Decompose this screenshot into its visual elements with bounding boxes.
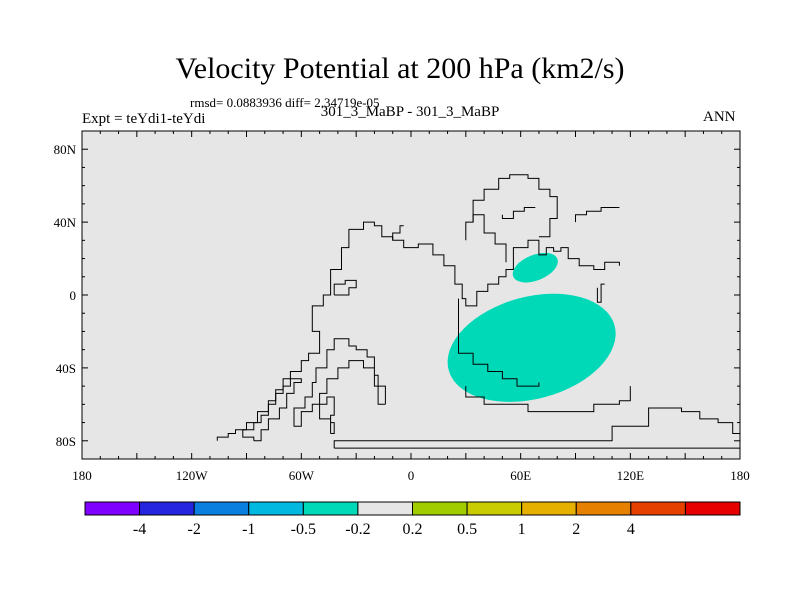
colorbar-label: 1	[518, 521, 526, 538]
coastline	[242, 378, 302, 442]
coastline	[293, 338, 386, 427]
colorbar-swatch	[575, 501, 632, 516]
case-label: 301_3_MaBP - 301_3_MaBP	[320, 104, 500, 120]
y-tick-label: 0	[70, 288, 77, 303]
colorbar-label: 0.5	[457, 521, 477, 538]
colorbar-label: -1	[242, 521, 255, 538]
colorbar-swatch	[139, 501, 195, 516]
colorbar-swatch	[84, 501, 141, 516]
colorbar-swatch	[466, 501, 523, 516]
colorbar-label: 2	[572, 521, 580, 538]
colorbar-swatch	[302, 501, 359, 516]
plot-background	[82, 131, 740, 459]
colorbar-swatch	[193, 501, 250, 516]
coastline	[596, 283, 605, 303]
coastline	[333, 407, 740, 449]
season-label: ANN	[703, 109, 736, 125]
x-tick-label: 120W	[176, 468, 209, 483]
coastline	[575, 207, 620, 223]
experiment-label: Expt = teYdi1-teYdi	[82, 111, 206, 127]
colorbar-label: -4	[133, 521, 146, 538]
coastline	[333, 279, 357, 296]
colorbar-swatch	[248, 501, 304, 516]
y-tick-label: 40S	[56, 361, 76, 376]
coastline	[458, 298, 540, 387]
colorbar-swatch	[521, 501, 577, 516]
colorbar-label: 4	[627, 521, 635, 538]
coastline	[465, 174, 558, 241]
coastline	[472, 214, 507, 263]
colorbar-swatch	[357, 501, 413, 516]
colorbar-swatch	[684, 501, 741, 516]
y-tick-label: 40N	[54, 215, 77, 230]
colorbar-label: 0.2	[403, 521, 423, 538]
colorbar-label: -2	[188, 521, 201, 538]
x-tick-label: 120E	[617, 468, 645, 483]
coastline	[465, 386, 631, 413]
coastline	[319, 396, 335, 434]
colorbar-swatch	[630, 501, 686, 516]
x-tick-label: 0	[408, 468, 415, 483]
colorbar-label: -0.2	[345, 521, 370, 538]
coastline	[392, 225, 404, 241]
x-tick-label: 60E	[510, 468, 531, 483]
x-tick-label: 180	[72, 468, 92, 483]
colorbar-swatch	[412, 501, 468, 516]
contour-fill-region	[447, 293, 616, 402]
colorbar-label: -0.5	[291, 521, 316, 538]
contour-fill-region	[512, 252, 558, 283]
y-tick-label: 80S	[56, 434, 76, 449]
chart-title: Velocity Potential at 200 hPa (km2/s)	[175, 52, 625, 85]
coastline	[501, 207, 536, 219]
y-tick-label: 80N	[54, 142, 77, 157]
x-tick-label: 60W	[289, 468, 315, 483]
rmsd-label: rmsd= 0.0883936 diff= 2.34719e-05	[190, 95, 380, 110]
x-tick-label: 180	[730, 468, 750, 483]
